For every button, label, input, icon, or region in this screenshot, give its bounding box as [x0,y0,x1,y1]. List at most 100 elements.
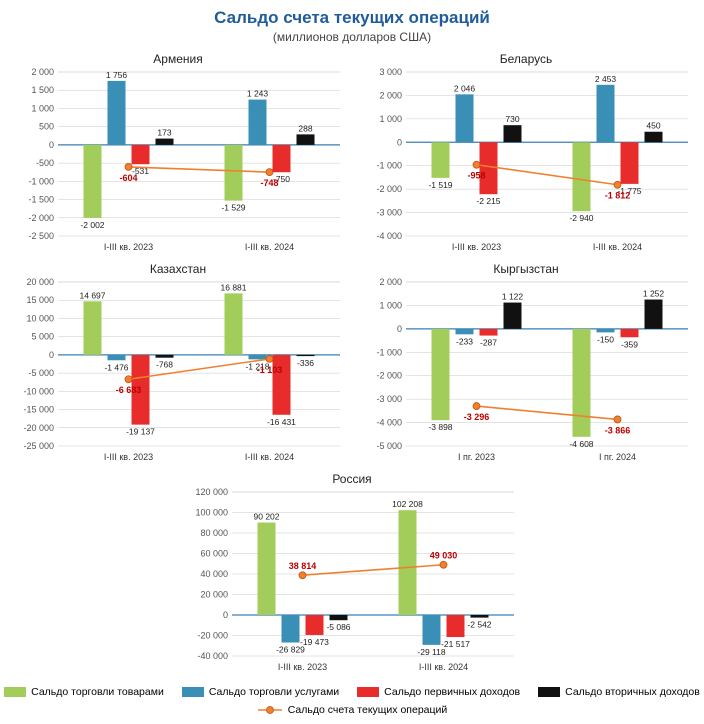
bar-primary [273,145,291,172]
legend-label: Сальдо счета текущих операций [288,704,448,716]
svg-text:-20 000: -20 000 [23,423,54,433]
svg-text:1 756: 1 756 [106,70,128,80]
chart-row: Казахстан-25 000-20 000-15 000-10 000-5 … [8,262,696,468]
svg-text:16 881: 16 881 [221,282,247,292]
svg-text:288: 288 [298,123,312,133]
svg-text:-3 000: -3 000 [376,208,402,218]
bar-goods [573,142,591,211]
chart-2: -25 000-20 000-15 000-10 000-5 00005 000… [8,278,348,468]
svg-text:49 030: 49 030 [430,551,458,561]
legend-label: Сальдо торговли услугами [209,686,339,698]
svg-text:1 000: 1 000 [379,114,402,124]
svg-text:-150: -150 [597,334,614,344]
bar-secondary [645,132,663,143]
svg-text:120 000: 120 000 [195,488,228,497]
panel-title: Беларусь [356,52,696,66]
bar-services [456,329,474,334]
legend-item: Сальдо торговли товарами [4,686,164,698]
bar-goods [573,329,591,437]
svg-text:20 000: 20 000 [200,590,228,600]
svg-text:0: 0 [49,350,54,360]
svg-text:-10 000: -10 000 [23,386,54,396]
bar-primary [621,329,639,337]
svg-text:-1 000: -1 000 [376,347,402,357]
svg-text:-1 103: -1 103 [257,365,283,375]
svg-text:I-III кв. 2024: I-III кв. 2024 [593,242,642,252]
bar-goods [84,301,102,355]
svg-text:100 000: 100 000 [195,508,228,518]
legend-item: Сальдо вторичных доходов [538,686,700,698]
bar-secondary [330,615,348,620]
svg-text:-748: -748 [260,178,278,188]
svg-text:15 000: 15 000 [26,295,54,305]
svg-text:40 000: 40 000 [200,569,228,579]
svg-text:0: 0 [397,137,402,147]
panel-title: Казахстан [8,262,348,276]
bar-services [597,329,615,333]
svg-text:-1 529: -1 529 [221,203,245,213]
chart-row: Армения-2 500-2 000-1 500-1 000-50005001… [8,52,696,258]
legend-swatch [182,687,204,697]
figure-container: { "title": "Сальдо счета текущих операци… [0,0,704,724]
main-title: Сальдо счета текущих операций [4,8,700,28]
svg-text:730: 730 [505,114,519,124]
svg-text:60 000: 60 000 [200,549,228,559]
legend-swatch [357,687,379,697]
svg-text:5 000: 5 000 [31,332,54,342]
svg-text:-500: -500 [36,158,54,168]
svg-text:-25 000: -25 000 [23,441,54,451]
bar-secondary [297,134,315,144]
subtitle: (миллионов долларов США) [4,30,700,44]
bar-services [249,100,267,145]
svg-text:1 243: 1 243 [247,89,269,99]
svg-text:-1 500: -1 500 [28,195,54,205]
panel-0: Армения-2 500-2 000-1 500-1 000-50005001… [8,52,348,258]
bar-secondary [645,300,663,329]
bar-services [423,615,441,645]
chart-0: -2 500-2 000-1 500-1 000-50005001 0001 5… [8,68,348,258]
bar-secondary [504,125,522,142]
svg-text:-40 000: -40 000 [197,651,228,661]
svg-text:-5 086: -5 086 [326,622,350,632]
bar-secondary [504,303,522,329]
svg-text:-336: -336 [297,358,314,368]
svg-text:173: 173 [157,128,171,138]
svg-text:-604: -604 [119,173,137,183]
svg-text:10 000: 10 000 [26,313,54,323]
svg-text:I-III кв. 2023: I-III кв. 2023 [104,242,153,252]
svg-text:-1 000: -1 000 [28,176,54,186]
bar-goods [432,329,450,420]
svg-text:-15 000: -15 000 [23,405,54,415]
svg-text:-3 866: -3 866 [605,425,631,435]
bar-services [249,355,267,359]
bar-secondary [156,139,174,145]
charts-grid: Армения-2 500-2 000-1 500-1 000-50005001… [4,52,700,678]
bar-goods [258,523,276,615]
svg-text:I-III кв. 2024: I-III кв. 2024 [419,662,468,672]
panel-4: Россия-40 000-20 000020 00040 00060 0008… [182,472,522,678]
svg-text:-359: -359 [621,339,638,349]
svg-text:-3 898: -3 898 [428,422,452,432]
svg-text:-6 683: -6 683 [116,385,142,395]
svg-text:I-III кв. 2023: I-III кв. 2023 [452,242,501,252]
bar-primary [306,615,324,635]
panel-title: Армения [8,52,348,66]
svg-text:0: 0 [49,140,54,150]
bar-primary [447,615,465,637]
svg-text:I-III кв. 2024: I-III кв. 2024 [245,452,294,462]
svg-text:I пг. 2024: I пг. 2024 [599,452,636,462]
legend-label: Сальдо первичных доходов [384,686,520,698]
bar-services [456,94,474,142]
svg-text:I пг. 2023: I пг. 2023 [458,452,495,462]
svg-text:I-III кв. 2023: I-III кв. 2023 [104,452,153,462]
bar-goods [399,510,417,615]
svg-text:500: 500 [39,122,54,132]
bar-secondary [471,615,489,618]
bar-primary [480,329,498,336]
bar-services [108,81,126,145]
svg-text:0: 0 [223,610,228,620]
panel-1: Беларусь-4 000-3 000-2 000-1 00001 0002 … [356,52,696,258]
bar-primary [273,355,291,415]
svg-text:-2 000: -2 000 [376,371,402,381]
svg-text:-2 215: -2 215 [476,196,500,206]
